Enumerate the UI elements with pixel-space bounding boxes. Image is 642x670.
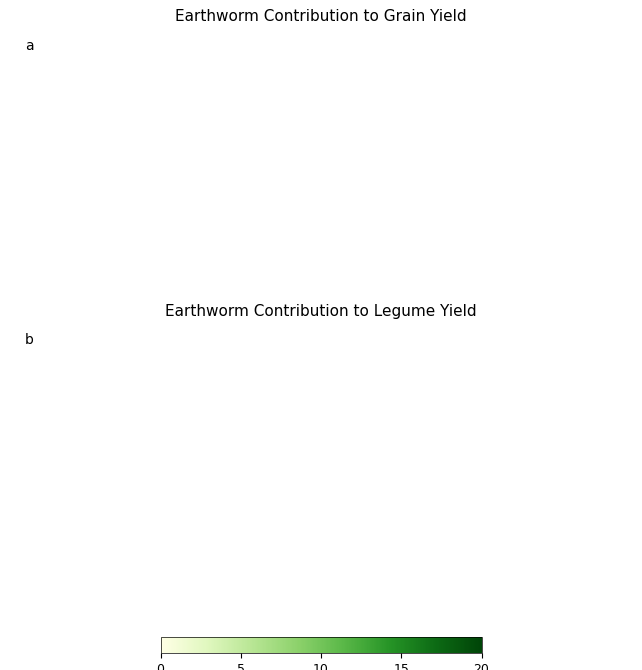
Text: a: a [25, 39, 34, 52]
Title: Earthworm Contribution to Grain Yield: Earthworm Contribution to Grain Yield [175, 9, 467, 24]
Text: b: b [25, 334, 34, 347]
Title: Earthworm Contribution to Legume Yield: Earthworm Contribution to Legume Yield [165, 304, 477, 319]
